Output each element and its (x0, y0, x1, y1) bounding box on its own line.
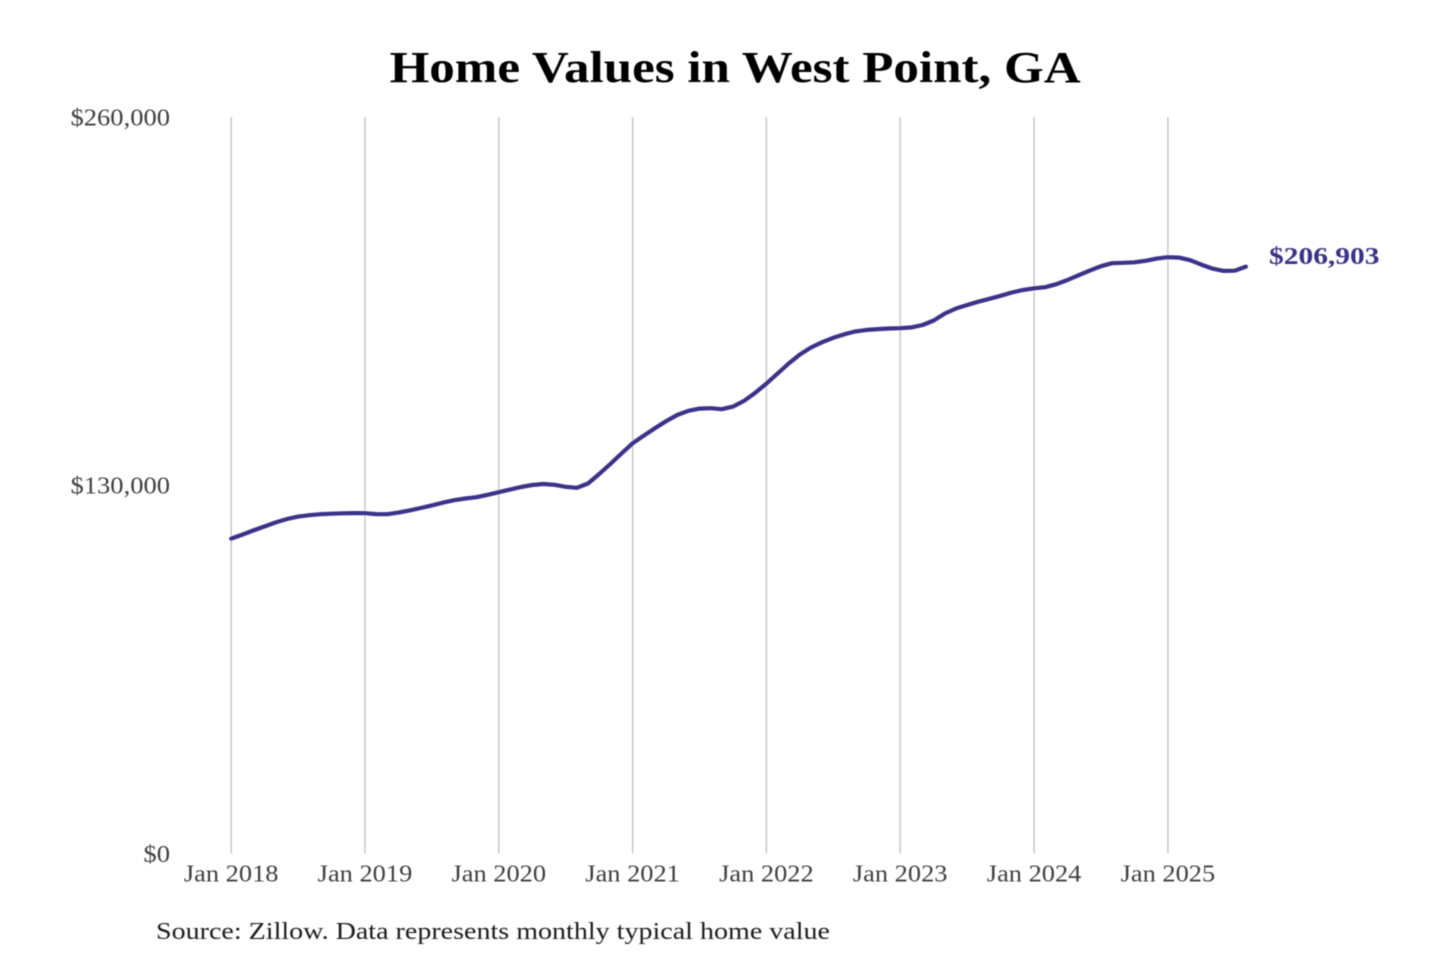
svg-text:Jan 2023: Jan 2023 (853, 861, 948, 888)
svg-text:Jan 2019: Jan 2019 (318, 861, 413, 888)
svg-text:Jan 2025: Jan 2025 (1121, 861, 1216, 888)
svg-text:$260,000: $260,000 (71, 104, 171, 131)
svg-text:$130,000: $130,000 (71, 473, 171, 500)
svg-text:Jan 2020: Jan 2020 (452, 861, 547, 888)
svg-text:Jan 2021: Jan 2021 (585, 861, 680, 888)
svg-text:Jan 2018: Jan 2018 (184, 861, 279, 888)
svg-text:Source: Zillow. Data represent: Source: Zillow. Data represents monthly … (156, 918, 830, 945)
svg-text:$0: $0 (143, 841, 170, 868)
svg-text:Jan 2022: Jan 2022 (719, 861, 814, 888)
svg-text:Jan 2024: Jan 2024 (987, 861, 1082, 888)
svg-text:Home Values in West Point, GA: Home Values in West Point, GA (390, 43, 1081, 92)
svg-text:$206,903: $206,903 (1269, 244, 1380, 270)
